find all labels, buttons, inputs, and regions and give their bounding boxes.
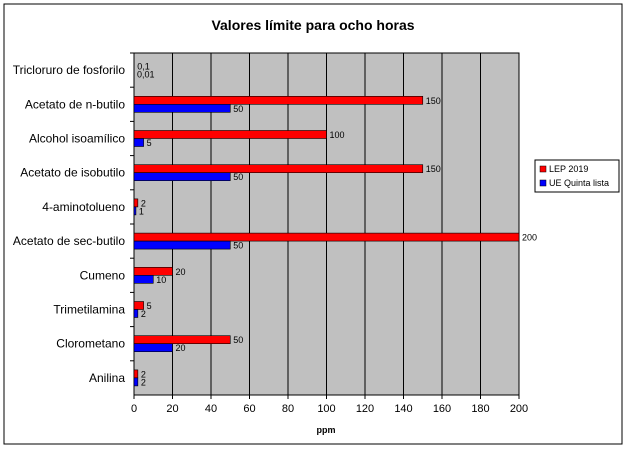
data-label: 50: [233, 335, 243, 345]
y-category-label: Alcohol isoamílico: [29, 132, 125, 146]
data-label: 0,01: [137, 70, 155, 80]
data-label: 20: [176, 267, 186, 277]
bar: [134, 96, 423, 104]
bar: [134, 173, 230, 181]
bar: [134, 131, 327, 139]
x-tick-label: 160: [433, 403, 451, 415]
legend: LEP 2019 UE Quinta lista: [535, 160, 619, 192]
y-category-label: Cumeno: [80, 268, 126, 282]
y-category-label: Acetato de n-butilo: [25, 97, 125, 111]
legend-label: UE Quinta lista: [549, 178, 609, 188]
x-tick-label: 80: [282, 403, 294, 415]
y-category-label: 4-aminotolueno: [42, 200, 125, 214]
data-label: 2: [141, 377, 146, 387]
data-label: 10: [156, 275, 166, 285]
bar: [134, 207, 136, 215]
x-tick-label: 0: [131, 403, 137, 415]
data-label: 200: [522, 233, 537, 243]
bar: [134, 165, 423, 173]
data-label: 150: [426, 96, 441, 106]
data-label: 20: [176, 343, 186, 353]
legend-swatch: [540, 166, 546, 172]
y-category-label: Anilina: [89, 371, 125, 385]
chart-title: Valores límite para ocho horas: [211, 17, 414, 33]
bar: [134, 370, 138, 378]
x-tick-label: 200: [510, 403, 528, 415]
data-label: 150: [426, 164, 441, 174]
bar: [134, 344, 173, 352]
x-tick-label: 140: [394, 403, 412, 415]
bar: [134, 199, 138, 207]
data-label: 1: [139, 206, 144, 216]
bar: [134, 310, 138, 318]
data-label: 100: [330, 130, 345, 140]
data-label: 50: [233, 241, 243, 251]
y-category-label: Acetato de sec-butilo: [13, 234, 125, 248]
legend-swatch: [540, 180, 546, 186]
x-tick-label: 120: [356, 403, 374, 415]
legend-label: LEP 2019: [549, 164, 588, 174]
data-label: 5: [147, 138, 152, 148]
data-label: 50: [233, 172, 243, 182]
bar: [134, 241, 230, 249]
x-tick-label: 180: [471, 403, 489, 415]
x-tick-label: 60: [243, 403, 255, 415]
x-tick-label: 20: [166, 403, 178, 415]
data-label: 5: [147, 301, 152, 311]
bar: [134, 233, 519, 241]
y-category-label: Tricloruro de fosforilo: [13, 63, 126, 77]
x-tick-label: 100: [317, 403, 335, 415]
bar: [134, 275, 153, 283]
bar: [134, 378, 138, 386]
bar: [134, 139, 144, 147]
y-category-label: Clorometano: [56, 337, 125, 351]
x-tick-label: 40: [205, 403, 217, 415]
x-axis-label: ppm: [317, 425, 336, 435]
y-category-label: Acetato de isobutilo: [20, 166, 125, 180]
data-label: 50: [233, 104, 243, 114]
data-label: 2: [141, 309, 146, 319]
y-category-label: Trimetilamina: [53, 303, 125, 317]
bar: [134, 104, 230, 112]
bar: [134, 267, 173, 275]
